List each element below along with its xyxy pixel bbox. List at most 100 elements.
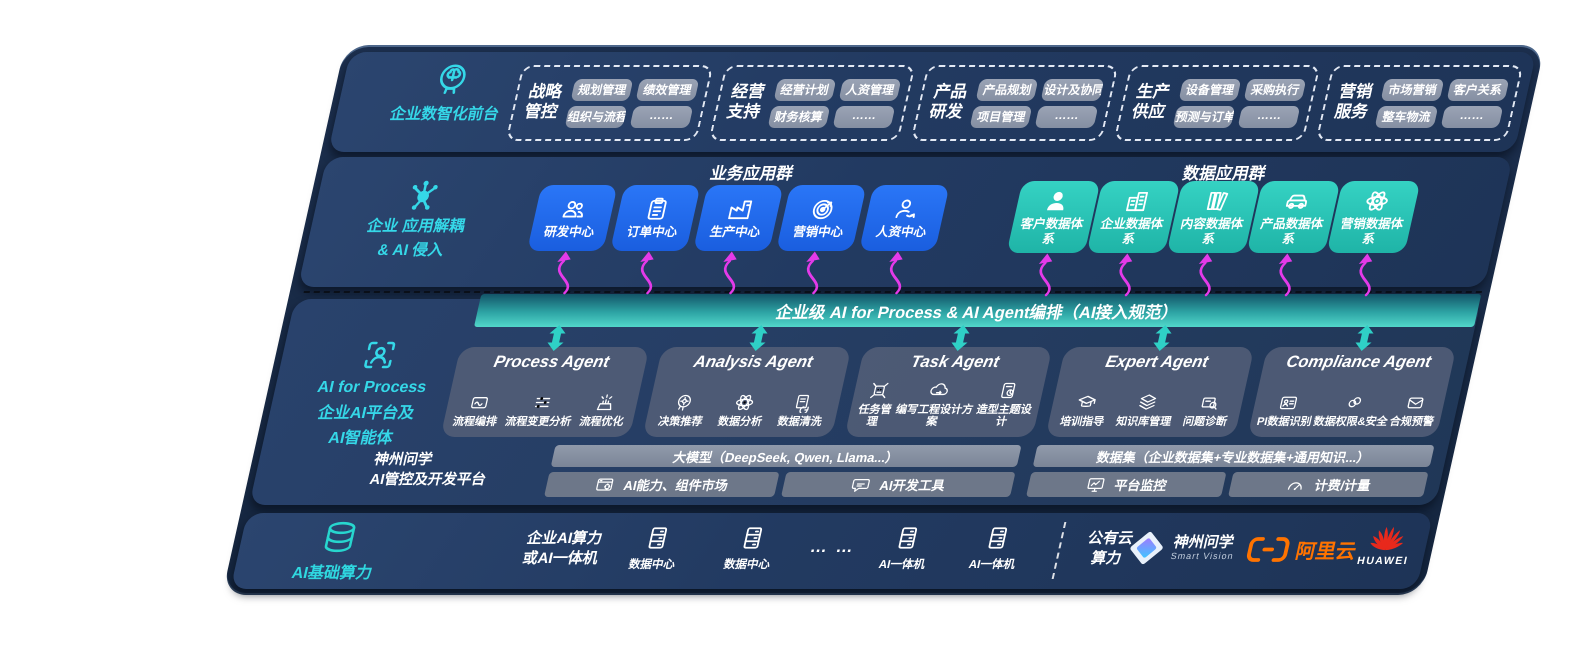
group-strategy: 战略管控 规划管理 绩效管理 组织与流程 ……: [505, 65, 714, 141]
ai-dev-tools-cell: AI开发工具: [780, 472, 1016, 497]
agent-item-label: 造型主题设计: [975, 403, 1033, 429]
clipboard-icon: [641, 196, 673, 222]
molecule-icon: [401, 177, 445, 213]
agent-item-label: 问题诊断: [1181, 416, 1229, 429]
agent-item-label: PI数据识别: [1255, 416, 1313, 429]
server-icon: [892, 525, 924, 551]
capability-pill: 设备管理: [1178, 78, 1242, 101]
flow-panel-icon: [466, 392, 492, 413]
ai-capability-market-cell: AI能力、组件市场: [543, 472, 780, 497]
capability-pill: 绩效管理: [635, 78, 700, 101]
app-label: 生产中心: [708, 225, 762, 240]
huawei-logo: HUAWEI: [1348, 521, 1424, 567]
decouple-rail: 企业 应用解耦 & AI 侵入: [326, 177, 510, 261]
capability-pill: 整车物流: [1374, 105, 1439, 128]
agent-item-label: 知识库管理: [1114, 416, 1173, 429]
analysis-agent-card: Analysis Agent 决策推荐 数据分析 数据清洗: [642, 347, 852, 437]
node-label: 数据中心: [722, 559, 772, 571]
app-label: 客户数据体系: [1019, 217, 1085, 246]
building-icon: [1121, 188, 1153, 214]
window-gear-icon: [593, 475, 617, 495]
process-agent-card: Process Agent 流程编排 流程变更分析 流程优化: [440, 347, 650, 437]
agent-row: Process Agent 流程编排 流程变更分析 流程优化 Analysis …: [440, 347, 1457, 437]
app-label: 人资中心: [874, 225, 928, 240]
capability-pill: 产品规划: [975, 78, 1039, 101]
data-box-enterprise: 企业数据体系: [1086, 181, 1181, 253]
hr-person-icon: [890, 196, 922, 222]
app-label: 产品数据体系: [1259, 217, 1325, 246]
database-icon: [318, 519, 362, 555]
monitor-icon: [1084, 475, 1108, 495]
group-title: 产品研发: [927, 83, 970, 121]
cell-label: 计费/计量: [1313, 478, 1373, 493]
app-label: 研发中心: [542, 225, 596, 240]
agent-title: Process Agent: [492, 353, 612, 371]
data-box-customer: 客户数据体系: [1006, 181, 1101, 253]
capability-pill: ……: [1035, 105, 1099, 128]
front-office-label: 企业数智化前台: [388, 106, 501, 123]
team-icon: [558, 196, 590, 222]
smartvision-logo: 神州问学 Smart Vision: [1123, 529, 1239, 567]
agent-item-label: 培训指导: [1058, 416, 1106, 429]
data-box-marketing: 营销数据体系: [1326, 181, 1421, 253]
link-icon: [1342, 392, 1368, 413]
atom-icon: [731, 392, 757, 413]
agent-item-label: 流程变更分析: [503, 416, 573, 429]
models-group: 大模型（DeepSeek, Qwen, Llama...） AI能力、组件市场 …: [543, 445, 1022, 497]
app-label: 内容数据体系: [1179, 217, 1245, 246]
app-label: 订单中心: [625, 225, 679, 240]
front-office-rail: 企业数智化前台: [362, 62, 536, 124]
agent-title: Task Agent: [909, 353, 1001, 371]
group-title: 生产供应: [1130, 83, 1172, 121]
ai-platform-rail: AI for Process 企业AI平台及 AI智能体: [276, 337, 466, 450]
mail-alert-icon: [1403, 392, 1429, 413]
task-agent-card: Task Agent 任务管理 编写工程设计方案 造型主题设计: [843, 347, 1053, 437]
business-apps-header: 业务应用群: [708, 165, 795, 183]
server-icon: [642, 525, 674, 551]
capability-pill: 规划管理: [570, 78, 634, 101]
huawei-flower-icon: [1370, 526, 1404, 551]
task-grid-icon: [866, 380, 892, 401]
ai-platform-label-line1: AI for Process: [315, 379, 429, 396]
group-title: 经营支持: [725, 83, 767, 121]
data-box-product: 产品数据体系: [1246, 181, 1341, 253]
app-box-rd-center: 研发中心: [526, 185, 618, 251]
app-box-marketing-center: 营销中心: [775, 185, 867, 251]
library-icon: [1201, 188, 1233, 214]
ai-platform-section: AI for Process 企业AI平台及 AI智能体 Process Age…: [249, 299, 1482, 505]
platform-label-line1: 神州问学: [372, 452, 434, 469]
dashed-vertical-divider: [1051, 522, 1067, 579]
ai-appliance-node: AI一体机: [945, 525, 1046, 572]
agent-item-label: 数据权限&安全: [1312, 416, 1389, 429]
datacenter-node: 数据中心: [605, 525, 706, 572]
app-box-hr-center: 人资中心: [858, 185, 950, 251]
smartvision-diamond-logo: [1130, 531, 1163, 565]
server-icon: [982, 525, 1014, 551]
capability-pill: ……: [832, 105, 896, 128]
orchestration-bar: 企业级 AI for Process & AI Agent编排（AI接入规范）: [473, 294, 1482, 327]
group-title: 战略管控: [522, 83, 564, 121]
server-icon: [737, 525, 769, 551]
agent-item-label: 流程编排: [451, 416, 499, 429]
smartvision-subtitle: Smart Vision: [1169, 551, 1235, 562]
dataset-bar: 数据集（企业数据集+专业数据集+通用知识...）: [1032, 445, 1435, 467]
target-icon: [807, 196, 839, 222]
cell-label: AI开发工具: [878, 478, 947, 493]
gauge-icon: [1284, 475, 1308, 495]
training-cap-icon: [1074, 392, 1100, 413]
capability-pill: 设计及协同: [1041, 78, 1105, 101]
decouple-label-line2: & AI 侵入: [375, 242, 446, 260]
cell-label: 平台监控: [1112, 478, 1169, 493]
agent-title: Compliance Agent: [1284, 353, 1433, 371]
compliance-agent-card: Compliance Agent PI数据识别 数据权限&安全 合规预警: [1247, 347, 1457, 437]
capability-pill: 市场营销: [1380, 78, 1445, 101]
person-frame-icon: [357, 337, 401, 373]
orchestration-bar-label: 企业级 AI for Process & AI Agent编排（AI接入规范）: [774, 303, 1181, 322]
platform-row: 神州问学 AI管控及开发平台 大模型（DeepSeek, Qwen, Llama…: [354, 445, 1435, 497]
capability-pill: ……: [629, 105, 694, 128]
capability-pill: ……: [1237, 105, 1301, 128]
dashed-separator-line: [303, 291, 1483, 293]
group-marketing-service: 营销服务 市场营销 客户关系 整车物流 ……: [1315, 65, 1524, 141]
design-doc-icon: [996, 380, 1022, 401]
